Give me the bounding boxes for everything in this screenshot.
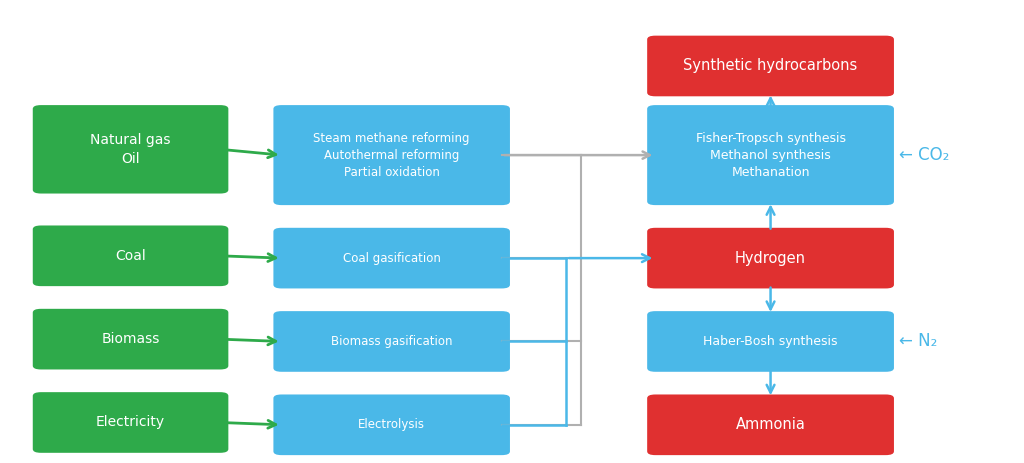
Text: Fisher-Tropsch synthesis
Methanol synthesis
Methanation: Fisher-Tropsch synthesis Methanol synthe… (695, 131, 846, 179)
FancyBboxPatch shape (273, 311, 510, 372)
Text: Biomass: Biomass (101, 332, 160, 346)
FancyBboxPatch shape (33, 105, 228, 194)
FancyBboxPatch shape (33, 392, 228, 453)
Text: Hydrogen: Hydrogen (735, 250, 806, 266)
Text: Electricity: Electricity (96, 415, 165, 430)
Text: Steam methane reforming
Autothermal reforming
Partial oxidation: Steam methane reforming Autothermal refo… (313, 131, 470, 179)
FancyBboxPatch shape (647, 394, 894, 455)
FancyBboxPatch shape (273, 394, 510, 455)
FancyBboxPatch shape (647, 311, 894, 372)
FancyBboxPatch shape (647, 228, 894, 288)
Text: Electrolysis: Electrolysis (358, 418, 425, 432)
Text: Biomass gasification: Biomass gasification (331, 335, 453, 348)
Text: Haber-Bosh synthesis: Haber-Bosh synthesis (703, 335, 838, 348)
Text: Synthetic hydrocarbons: Synthetic hydrocarbons (683, 58, 858, 74)
Text: ← N₂: ← N₂ (899, 332, 937, 350)
Text: ← CO₂: ← CO₂ (899, 146, 949, 164)
FancyBboxPatch shape (647, 105, 894, 205)
FancyBboxPatch shape (273, 105, 510, 205)
FancyBboxPatch shape (647, 36, 894, 96)
FancyBboxPatch shape (33, 225, 228, 286)
FancyBboxPatch shape (33, 309, 228, 369)
Text: Natural gas
Oil: Natural gas Oil (90, 133, 171, 165)
Text: Ammonia: Ammonia (735, 417, 806, 432)
Text: Coal gasification: Coal gasification (343, 251, 440, 265)
FancyBboxPatch shape (273, 228, 510, 288)
Text: Coal: Coal (115, 249, 146, 263)
